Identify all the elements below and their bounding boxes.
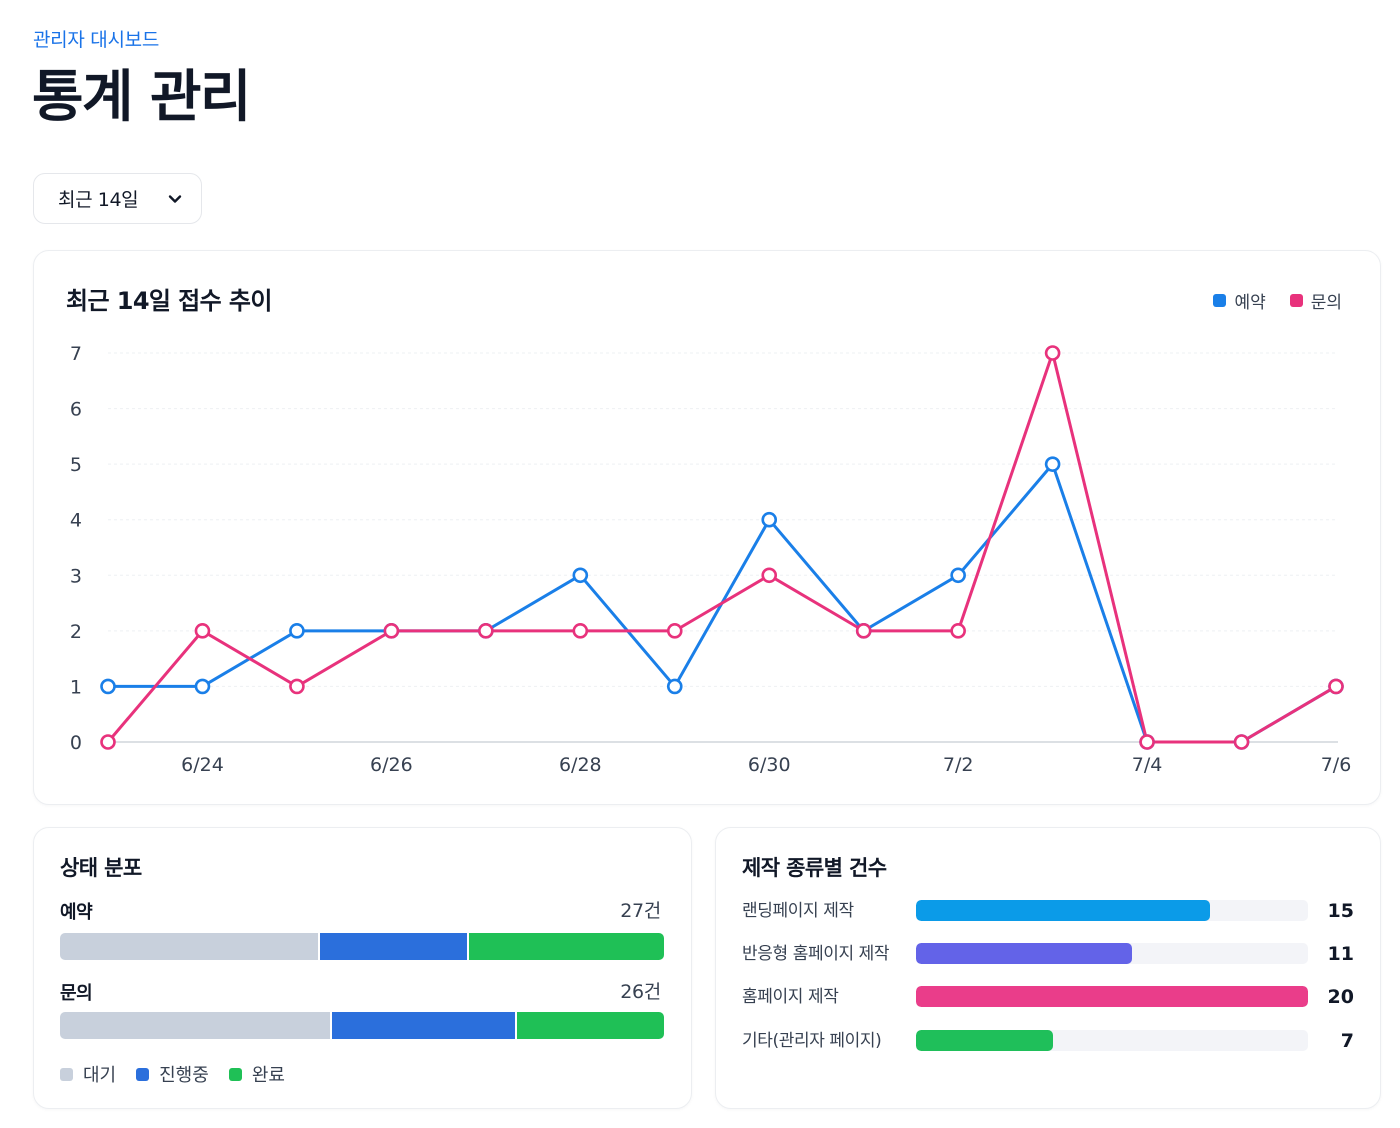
status-segment-in-progress xyxy=(320,933,467,960)
y-tick-label: 1 xyxy=(70,676,82,698)
y-tick-label: 5 xyxy=(70,454,82,476)
legend-item-reservation: 예약 xyxy=(1213,288,1266,313)
type-label: 홈페이지 제작 xyxy=(742,987,839,1007)
page-title: 통계 관리 xyxy=(32,65,252,130)
y-tick-label: 0 xyxy=(70,732,82,754)
type-bar-track xyxy=(916,943,1308,964)
trend-line-chart: 0 1 2 3 4 5 6 7 6/24 6/26 6/28 6/30 7/2 7/4 7/6 xyxy=(70,343,1352,776)
production-type-card: 제작 종류별 건수 랜딩페이지 제작 15 반응형 홈페이지 제작 11 홈페이… xyxy=(715,827,1381,1109)
data-point-inquiry xyxy=(666,623,683,639)
type-label: 기타(관리자 페이지) xyxy=(742,1031,882,1051)
data-point-inquiry xyxy=(1328,678,1344,695)
type-bar-fill xyxy=(916,900,1210,921)
data-point-inquiry xyxy=(855,623,872,639)
trend-chart-card: 0 1 2 3 4 5 6 7 6/24 6/26 6/28 6/30 7/2 7/4 7/6 최근 14일… xyxy=(33,250,1381,805)
type-row: 홈페이지 제작 20 xyxy=(742,986,1354,1008)
data-point-reservation xyxy=(1044,456,1061,472)
status-swatch-in-progress xyxy=(136,1067,150,1081)
status-legend-label-done: 완료 xyxy=(251,1065,285,1086)
legend-label-reservation: 예약 xyxy=(1234,293,1266,313)
x-tick-label: 6/26 xyxy=(370,754,413,776)
x-tick-label: 6/30 xyxy=(748,754,791,776)
series-line-inquiry xyxy=(106,351,1338,744)
data-point-inquiry xyxy=(1139,734,1155,750)
data-point-inquiry xyxy=(478,623,494,639)
data-point-reservation xyxy=(194,678,211,695)
status-bar-reservation xyxy=(60,933,664,960)
type-bar-fill xyxy=(916,986,1308,1007)
chevron-down-icon xyxy=(168,195,182,203)
trend-chart-title: 최근 14일 접수 추이 xyxy=(66,287,272,315)
type-row: 반응형 홈페이지 제작 11 xyxy=(742,943,1354,965)
x-tick-label: 7/4 xyxy=(1132,754,1163,776)
status-segment-waiting xyxy=(60,1012,330,1039)
status-row-label-reservation: 예약 xyxy=(60,902,93,923)
type-bar-fill xyxy=(916,943,1132,964)
data-point-reservation xyxy=(666,678,683,695)
type-value: 11 xyxy=(1327,943,1354,965)
data-point-reservation xyxy=(100,678,116,695)
status-swatch-waiting xyxy=(60,1067,73,1081)
data-point-inquiry xyxy=(950,623,966,639)
status-swatch-done xyxy=(228,1067,242,1081)
status-legend: 대기 진행중 완료 xyxy=(60,1061,285,1087)
y-tick-label: 3 xyxy=(70,565,82,587)
status-segment-waiting xyxy=(60,933,318,960)
data-point-reservation xyxy=(289,623,305,639)
type-row: 랜딩페이지 제작 15 xyxy=(742,900,1354,922)
data-point-reservation xyxy=(572,567,589,584)
type-card-title: 제작 종류별 건수 xyxy=(742,856,887,880)
data-point-inquiry xyxy=(572,623,589,639)
type-value: 20 xyxy=(1327,986,1354,1008)
data-point-inquiry xyxy=(289,678,305,695)
data-point-inquiry xyxy=(100,734,116,750)
type-label: 랜딩페이지 제작 xyxy=(742,901,854,921)
status-row-count-inquiry: 26건 xyxy=(620,981,661,1003)
x-tick-label: 7/2 xyxy=(943,754,974,776)
status-segment-in-progress xyxy=(332,1012,515,1039)
type-bar-track xyxy=(916,900,1308,921)
status-legend-in-progress: 진행중 xyxy=(136,1061,209,1087)
type-bar-fill xyxy=(916,1030,1054,1051)
type-value: 7 xyxy=(1340,1030,1354,1052)
data-point-inquiry xyxy=(383,623,400,639)
status-bar-inquiry xyxy=(60,1012,664,1039)
trend-legend: 예약 문의 xyxy=(1213,288,1342,313)
status-card-title: 상태 분포 xyxy=(60,856,142,880)
x-tick-label: 7/6 xyxy=(1321,754,1352,776)
data-point-reservation xyxy=(950,567,966,584)
type-bar-track xyxy=(916,986,1308,1007)
breadcrumb[interactable]: 관리자 대시보드 xyxy=(33,29,160,51)
data-point-reservation xyxy=(761,511,778,528)
status-legend-label-in-progress: 진행중 xyxy=(159,1065,209,1086)
status-row-label-inquiry: 문의 xyxy=(60,983,93,1004)
data-point-inquiry xyxy=(194,623,211,639)
y-tick-label: 6 xyxy=(70,399,82,421)
type-row: 기타(관리자 페이지) 7 xyxy=(742,1030,1354,1052)
data-point-inquiry xyxy=(1044,345,1061,361)
data-point-inquiry xyxy=(761,567,778,584)
status-distribution-card: 상태 분포 예약 27건 문의 26건 대기 진행중 완료 xyxy=(33,827,692,1109)
y-tick-label: 2 xyxy=(70,621,82,643)
status-segment-done xyxy=(469,933,664,960)
status-row-count-reservation: 27건 xyxy=(620,900,661,922)
legend-swatch-inquiry xyxy=(1289,294,1303,307)
x-tick-label: 6/28 xyxy=(559,754,602,776)
y-tick-label: 7 xyxy=(70,343,82,365)
status-legend-label-waiting: 대기 xyxy=(83,1065,117,1086)
period-select[interactable]: 최근 14일 xyxy=(33,173,202,224)
type-value: 15 xyxy=(1327,900,1354,922)
data-point-inquiry xyxy=(1233,734,1250,750)
period-select-value: 최근 14일 xyxy=(58,189,139,211)
status-legend-done: 완료 xyxy=(228,1061,285,1087)
legend-label-inquiry: 문의 xyxy=(1310,293,1342,313)
x-tick-label: 6/24 xyxy=(181,754,224,776)
legend-swatch-reservation xyxy=(1213,294,1227,307)
status-segment-done xyxy=(517,1012,664,1039)
legend-item-inquiry: 문의 xyxy=(1289,288,1342,313)
y-tick-label: 4 xyxy=(70,510,82,532)
type-label: 반응형 홈페이지 제작 xyxy=(742,944,890,964)
type-bar-track xyxy=(916,1030,1308,1051)
status-legend-waiting: 대기 xyxy=(60,1061,116,1087)
